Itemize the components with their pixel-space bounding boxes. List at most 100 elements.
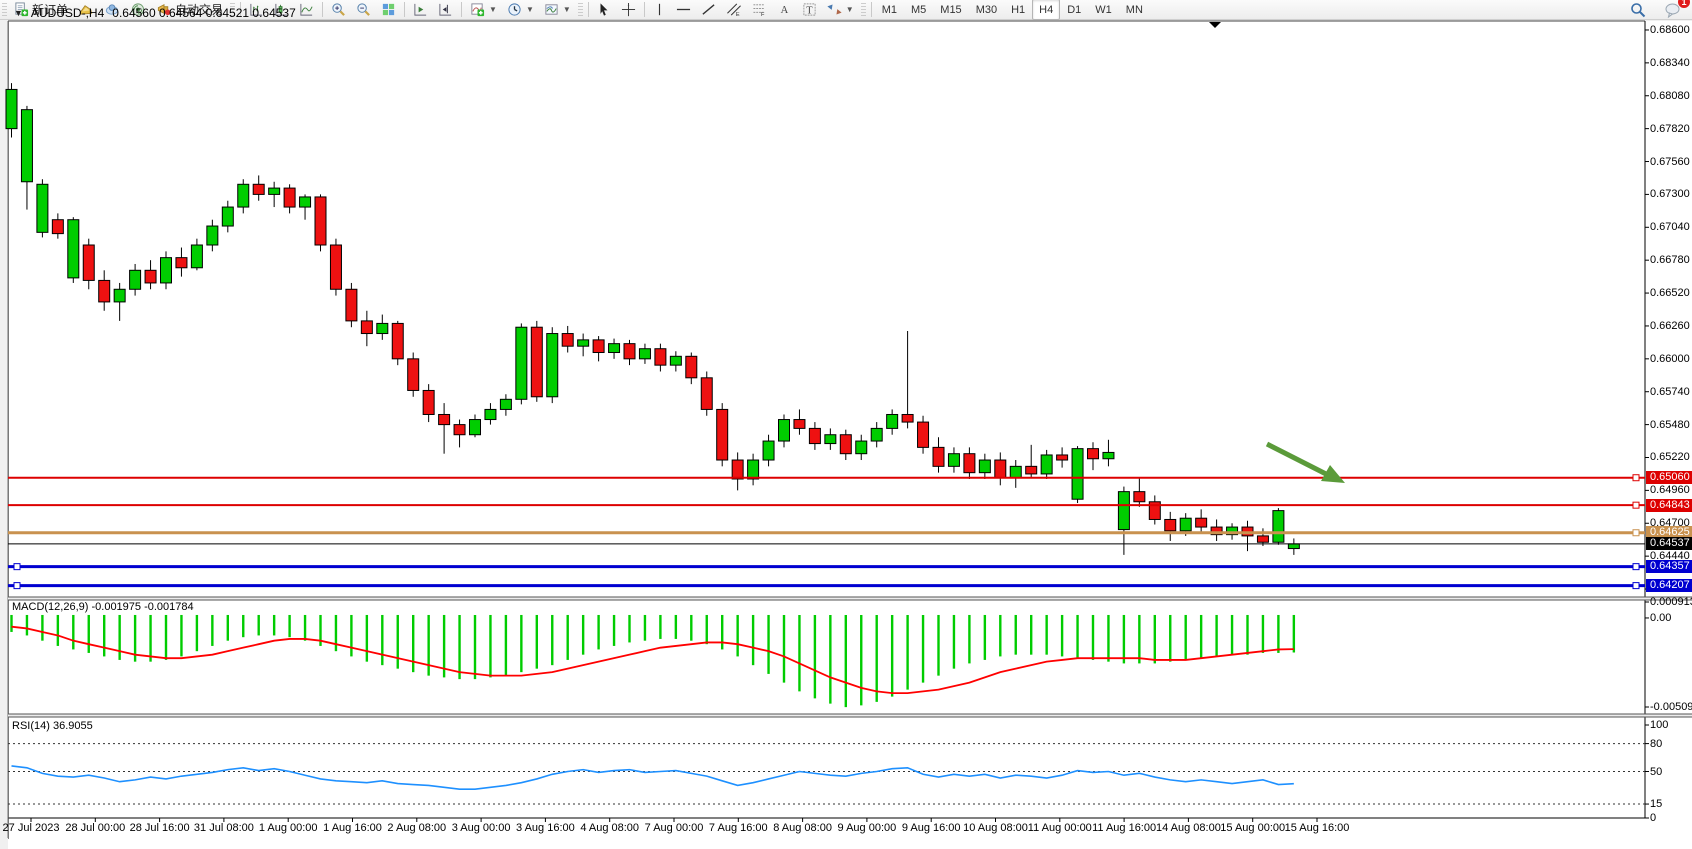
timeframe-group: M1 M5 M15 M30 H1 H4 D1 W1 MN [875, 0, 1150, 20]
notifications-button[interactable]: 1 [1659, 0, 1690, 20]
bars-chart-button[interactable] [244, 0, 269, 20]
macd-scale-label: 0.00 [1650, 611, 1672, 624]
price-tick-label: 0.67820 [1650, 122, 1690, 135]
new-order-button[interactable]: 新订单 [9, 0, 73, 20]
line-chart-button[interactable] [294, 0, 319, 20]
horizontal-line-button[interactable] [671, 0, 696, 20]
text-button[interactable]: A [773, 0, 797, 20]
rsi-scale-label: 15 [1650, 798, 1663, 811]
trendline-icon [701, 2, 716, 17]
vertical-line-icon [653, 2, 666, 17]
time-axis-label: 10 Aug 08:00 [963, 822, 1028, 834]
market-watch-button[interactable] [73, 0, 99, 20]
price-tick-label: 0.64440 [1650, 550, 1690, 563]
time-axis-label: 14 Aug 08:00 [1155, 822, 1221, 834]
price-tick-label: 0.68340 [1650, 56, 1690, 69]
timeframe-button-H4[interactable]: H4 [1032, 0, 1061, 20]
chart-shift-button[interactable] [433, 0, 458, 20]
trendline-button[interactable] [696, 0, 721, 20]
price-tick-label: 0.66520 [1650, 287, 1690, 300]
cloud-icon [104, 2, 120, 17]
toolbar-grip [860, 2, 866, 17]
timeframe-button-M30[interactable]: M30 [975, 3, 998, 16]
channel-icon: E [726, 2, 742, 17]
time-axis-label: 3 Aug 00:00 [451, 822, 511, 834]
autotrade-button[interactable]: 自动交易 [151, 0, 228, 20]
price-tick-label: 0.68600 [1650, 23, 1690, 36]
time-axis-label: 7 Aug 00:00 [644, 822, 704, 834]
price-marker-0.64537: 0.64537 [1646, 537, 1692, 551]
toolbar: 新订单 自动交易 ▼ ▼ ▼ E F A [0, 0, 1692, 20]
time-axis-label: 8 Aug 08:00 [773, 822, 832, 834]
time-axis-label: 7 Aug 16:00 [708, 822, 768, 834]
fibonacci-button[interactable]: F [747, 0, 773, 20]
chart-window [0, 20, 1692, 849]
rsi-scale-label: 0 [1650, 812, 1657, 824]
timeframe-button-M5[interactable]: M5 [911, 3, 927, 16]
rsi-scale-label: 100 [1650, 719, 1669, 731]
macd-scale-label: -0.005093 [1650, 701, 1692, 713]
timeframe-button-D1[interactable]: D1 [1067, 3, 1082, 16]
templates-button[interactable]: ▼ [539, 0, 576, 20]
text-icon: A [778, 2, 792, 17]
chevron-down-icon: ▼ [489, 5, 497, 14]
chevron-down-icon: ▼ [845, 5, 854, 14]
price-marker-0.65060: 0.65060 [1646, 471, 1692, 485]
time-axis-label: 4 Aug 08:00 [580, 822, 640, 834]
vertical-line-button[interactable] [648, 0, 671, 20]
price-tick-label: 0.65220 [1650, 451, 1690, 464]
timeframe-button-W1[interactable]: W1 [1095, 3, 1112, 16]
auto-scroll-icon [413, 2, 428, 17]
chevron-down-icon: ▼ [562, 5, 571, 14]
timeframe-button-M15[interactable]: M15 [940, 3, 962, 16]
collapse-triangle-icon[interactable]: ▼ [14, 8, 23, 18]
new-order-icon [14, 2, 29, 17]
price-tick-label: 0.67040 [1650, 221, 1690, 234]
chart-client-area [8, 21, 1692, 849]
macd-label: MACD(12,26,9) -0.001975 -0.001784 [12, 601, 194, 613]
price-tick-label: 0.66000 [1650, 352, 1690, 365]
price-tick-label: 0.67300 [1650, 188, 1690, 201]
rsi-scale-label: 80 [1650, 737, 1663, 750]
signals-button[interactable] [125, 0, 151, 20]
price-marker-0.64625: 0.64625 [1646, 526, 1692, 540]
auto-scroll-button[interactable] [408, 0, 433, 20]
periods-button[interactable]: ▼ [502, 0, 539, 20]
autotrade-icon [156, 2, 172, 17]
time-axis-label: 28 Jul 00:00 [65, 822, 126, 834]
candles-chart-button[interactable] [269, 0, 294, 20]
toolbar-grip [577, 2, 583, 17]
crosshair-button[interactable] [616, 0, 641, 20]
tile-windows-button[interactable] [376, 0, 401, 20]
cursor-button[interactable] [592, 0, 616, 20]
time-axis[interactable] [8, 839, 1645, 849]
equidistant-channel-button[interactable]: E [721, 0, 747, 20]
indicators-button[interactable]: ▼ [465, 0, 502, 20]
autotrade-label: 自动交易 [175, 3, 224, 17]
zoom-out-icon [356, 2, 371, 17]
arrows-button[interactable]: ▼ [822, 0, 859, 20]
zoom-in-button[interactable] [326, 0, 351, 20]
search-icon [1630, 2, 1646, 18]
svg-text:A: A [780, 5, 788, 16]
horizontal-line-icon [676, 2, 691, 17]
rsi-label: RSI(14) 36.9055 [12, 720, 93, 732]
timeframe-button-MN[interactable]: MN [1125, 3, 1143, 16]
tile-windows-icon [381, 2, 396, 17]
price-marker-0.64357: 0.64357 [1646, 560, 1692, 574]
search-button[interactable] [1625, 0, 1651, 20]
zoom-out-button[interactable] [351, 0, 376, 20]
time-axis-label: 2 Aug 08:00 [387, 822, 447, 834]
rsi-scale-label: 50 [1650, 765, 1663, 778]
indicators-icon [470, 2, 485, 17]
time-axis-label: 9 Aug 00:00 [837, 822, 897, 834]
timeframe-button-H1[interactable]: H1 [1011, 3, 1026, 16]
text-label-button[interactable]: T [797, 0, 822, 20]
chat-icon [1664, 2, 1681, 18]
time-axis-label: 15 Aug 00:00 [1220, 822, 1286, 834]
community-button[interactable] [99, 0, 125, 20]
price-tick-label: 0.68080 [1650, 89, 1690, 102]
chart-shift-icon [438, 2, 453, 17]
timeframe-button-M1[interactable]: M1 [881, 3, 897, 16]
